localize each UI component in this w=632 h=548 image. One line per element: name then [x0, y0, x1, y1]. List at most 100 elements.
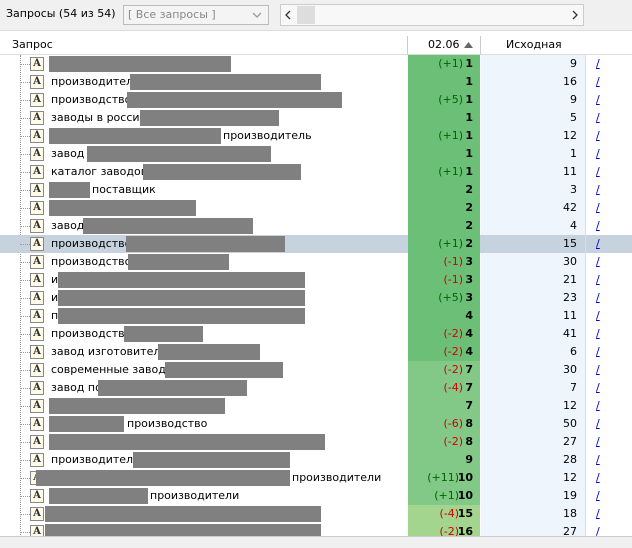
redaction — [133, 452, 290, 468]
tree-branch — [20, 244, 30, 245]
row-link[interactable]: / — [596, 147, 600, 160]
row-link[interactable]: / — [596, 291, 600, 304]
row-link[interactable]: / — [596, 255, 600, 268]
column-header-cell[interactable]: 02.06 — [407, 36, 481, 55]
scroll-thumb[interactable] — [297, 6, 315, 24]
row-link[interactable]: / — [596, 381, 600, 394]
query-icon: A — [30, 525, 44, 539]
position-value: 1 — [465, 147, 473, 160]
tree-branch — [20, 532, 30, 533]
query-text: поставщик — [92, 183, 156, 196]
original-value: 15 — [563, 237, 577, 250]
row-link[interactable]: / — [596, 201, 600, 214]
row-link[interactable]: / — [596, 525, 600, 538]
change-label: (+1) — [434, 489, 459, 502]
query-text: производители — [292, 471, 382, 484]
original-value: 27 — [563, 435, 577, 448]
original-value: 9 — [570, 57, 577, 70]
redaction — [128, 254, 229, 270]
row-link[interactable]: / — [596, 165, 600, 178]
row-link[interactable]: / — [596, 489, 600, 502]
position-value: 4 — [465, 327, 473, 340]
position-cell: 1 — [408, 73, 480, 91]
redaction — [87, 146, 271, 162]
query-icon: A — [30, 291, 44, 305]
change-label: (-2) — [443, 363, 463, 376]
row-link[interactable]: / — [596, 417, 600, 430]
table-row[interactable]: A 7 12 / — [0, 397, 632, 415]
position-cell: 2 — [408, 217, 480, 235]
row-link[interactable]: / — [596, 309, 600, 322]
redaction — [158, 344, 260, 360]
toolbar-title: Запросы (54 из 54) — [6, 7, 116, 20]
row-link[interactable]: / — [596, 507, 600, 520]
change-label: (+1) — [438, 129, 463, 142]
redaction — [49, 434, 325, 450]
change-label: (+1) — [438, 57, 463, 70]
column-header[interactable]: Исходная — [506, 38, 562, 51]
position-value: 1 — [465, 111, 473, 124]
filter-dropdown[interactable]: [ Все запросы ] — [123, 5, 269, 25]
row-link[interactable]: / — [596, 75, 600, 88]
position-value: 8 — [465, 435, 473, 448]
query-icon: A — [30, 363, 44, 377]
redaction — [126, 236, 285, 252]
column-header[interactable]: Запрос — [12, 38, 53, 51]
query-icon: A — [30, 93, 44, 107]
row-link[interactable]: / — [596, 471, 600, 484]
row-link[interactable]: / — [596, 183, 600, 196]
table-row[interactable]: A (+1) 1 9 / — [0, 55, 632, 73]
redaction — [58, 290, 305, 306]
change-label: (-1) — [443, 273, 463, 286]
row-link[interactable]: / — [596, 363, 600, 376]
row-link[interactable]: / — [596, 273, 600, 286]
position-cell: (-2) 4 — [408, 325, 480, 343]
row-link[interactable]: / — [596, 111, 600, 124]
table-row[interactable]: A (-4) 15 18 / — [0, 505, 632, 523]
redaction — [140, 110, 279, 126]
row-link[interactable]: / — [596, 93, 600, 106]
row-link[interactable]: / — [596, 453, 600, 466]
table-row[interactable]: A (-2) 8 27 / — [0, 433, 632, 451]
row-link[interactable]: / — [596, 399, 600, 412]
scrollbar[interactable] — [280, 4, 584, 26]
redaction — [83, 218, 253, 234]
row-link[interactable]: / — [596, 435, 600, 448]
table-row[interactable]: A 2 42 / — [0, 199, 632, 217]
row-link[interactable]: / — [596, 57, 600, 70]
position-value: 9 — [465, 453, 473, 466]
row-link[interactable]: / — [596, 129, 600, 142]
tree-branch — [20, 478, 30, 479]
position-cell: (+5) 1 — [408, 91, 480, 109]
position-value: 1 — [465, 75, 473, 88]
row-link[interactable]: / — [596, 219, 600, 232]
toolbar: Запросы (54 из 54) [ Все запросы ] — [0, 0, 632, 30]
scroll-left[interactable] — [284, 10, 292, 20]
row-link[interactable]: / — [596, 345, 600, 358]
row-link[interactable]: / — [596, 327, 600, 340]
scroll-right[interactable] — [571, 10, 579, 20]
original-value: 9 — [570, 93, 577, 106]
row-link[interactable]: / — [596, 237, 600, 250]
